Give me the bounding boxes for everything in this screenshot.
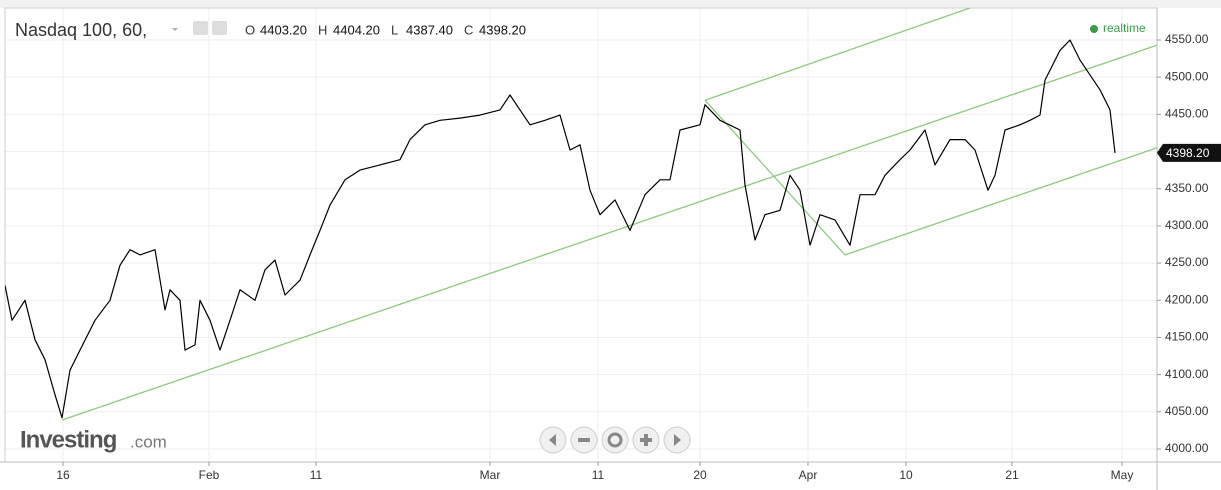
x-tick-label: 11 — [592, 468, 605, 482]
x-tick-label: Feb — [199, 468, 220, 482]
status-text: realtime — [1103, 21, 1146, 35]
y-tick-label: 4000.00 — [1165, 441, 1209, 455]
icon-settings[interactable] — [212, 21, 227, 35]
readout-name: O — [245, 22, 255, 37]
y-tick-label: 4350.00 — [1165, 181, 1209, 195]
readout-name: H — [318, 22, 327, 37]
icon-eye[interactable] — [193, 21, 208, 35]
y-tick-label: 4550.00 — [1165, 32, 1209, 46]
x-tick-label: Mar — [480, 468, 501, 482]
y-tick-label: 4450.00 — [1165, 107, 1209, 121]
last-price-tag — [1157, 143, 1221, 162]
y-tick-label: 4300.00 — [1165, 218, 1209, 232]
x-tick-label: 21 — [1005, 468, 1019, 482]
reset[interactable] — [601, 426, 629, 454]
x-tick-label: 11 — [310, 468, 323, 482]
x-tick-label: 20 — [693, 468, 707, 482]
nav-left-icon — [549, 434, 556, 446]
trend-line — [704, 8, 971, 101]
last-price-label: 4398.20 — [1166, 146, 1210, 160]
readout-name: L — [391, 22, 398, 37]
price-line — [5, 39, 1116, 419]
y-tick-label: 4100.00 — [1165, 367, 1209, 381]
y-tick-label: 4150.00 — [1165, 330, 1209, 344]
y-tick-label: 4250.00 — [1165, 255, 1209, 269]
readout-value: 4398.20 — [479, 22, 526, 37]
x-tick-label: 10 — [899, 468, 913, 482]
logo-suffix: .com — [130, 432, 167, 451]
trend-line — [844, 147, 1157, 256]
dropdown-arrow[interactable] — [172, 28, 178, 31]
trend-line — [704, 99, 846, 256]
x-tick-label: 16 — [56, 468, 70, 482]
y-tick-label: 4050.00 — [1165, 404, 1209, 418]
readout-value: 4404.20 — [333, 22, 380, 37]
readout-value: 4387.40 — [406, 22, 453, 37]
zoom-out-icon — [578, 438, 590, 442]
x-tick-label: May — [1111, 468, 1134, 482]
trend-line — [61, 44, 1157, 421]
top-strip — [0, 0, 1221, 8]
y-tick-label: 4200.00 — [1165, 292, 1209, 306]
zoom-in-icon — [640, 434, 652, 446]
logo-name: Investing — [20, 426, 117, 453]
x-tick-label: Apr — [799, 468, 818, 482]
reset-icon — [607, 432, 623, 448]
nav-buttons — [539, 426, 691, 454]
readout-name: C — [464, 22, 473, 37]
y-tick-label: 4500.00 — [1165, 69, 1209, 83]
nav-right-icon — [674, 434, 681, 446]
status-dot — [1090, 25, 1098, 33]
ohlc-readout: O 4403.20 H 4404.20 L 4387.40 C 4398.20 — [245, 22, 526, 37]
readout-value: 4403.20 — [260, 22, 307, 37]
grid — [5, 8, 1157, 462]
chart-title: Nasdaq 100, 60, — [15, 20, 147, 40]
